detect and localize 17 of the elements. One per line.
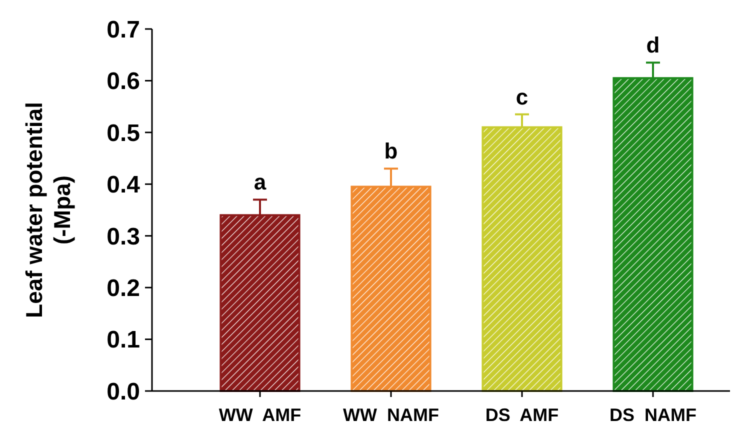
x-tick-label: WW AMF: [218, 405, 302, 425]
y-tick-label: 0.4: [106, 172, 141, 199]
x-tick-label: WW NAMF: [343, 405, 439, 425]
annotation: c: [516, 84, 528, 110]
y-tick-label: 0.2: [106, 274, 140, 302]
y-tick-label: 0.3: [106, 223, 140, 250]
y-axis-title: Leaf water potential (-Mpa): [21, 102, 75, 318]
y-tick-label: 0.1: [106, 326, 140, 354]
y-tick-label: 0.7: [106, 16, 140, 44]
y-tick-label: 0.6: [106, 68, 140, 96]
y-tick-label: 0.5: [106, 120, 140, 147]
annotation: b: [384, 138, 398, 164]
y-tick-label: 0.0: [106, 378, 140, 406]
annotation: a: [254, 170, 267, 195]
x-tick-label: DS NAMF: [610, 405, 696, 425]
annotation: d: [646, 32, 660, 58]
x-tick-label: DS AMF: [485, 405, 559, 425]
